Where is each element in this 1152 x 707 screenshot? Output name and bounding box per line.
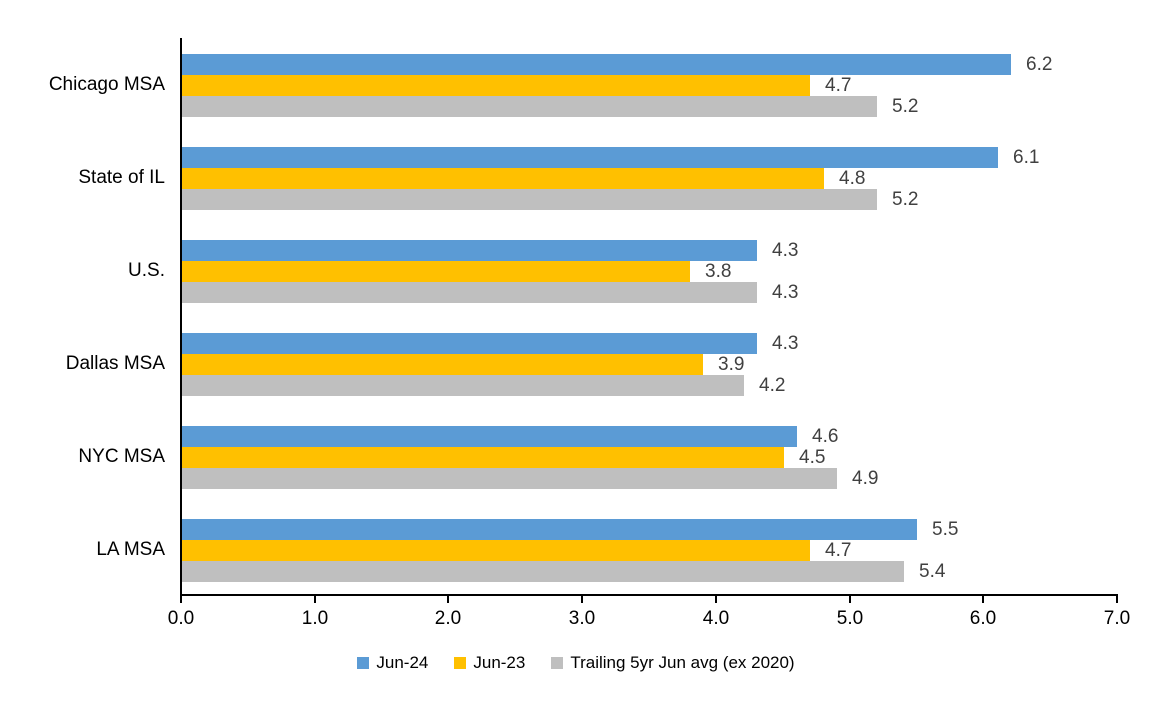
legend: Jun-24 Jun-23 Trailing 5yr Jun avg (ex 202… bbox=[0, 648, 1152, 678]
data-label: 4.5 bbox=[799, 447, 826, 468]
x-tick-label: 3.0 bbox=[568, 608, 596, 629]
bar-row: 4.3 bbox=[182, 240, 1118, 261]
x-tick-mark bbox=[1116, 596, 1118, 603]
plot-area: 6.2 4.7 5.2 6.1 4.8 5.2 4.3 3.8 4.3 4.3 3.9 4.2 4.6 4… bbox=[180, 38, 1118, 596]
bar-row: 6.1 bbox=[182, 147, 1118, 168]
legend-swatch-icon bbox=[551, 657, 564, 669]
bar-row: 4.3 bbox=[182, 333, 1118, 354]
x-tick-label: 1.0 bbox=[301, 608, 329, 629]
data-label: 4.7 bbox=[825, 540, 852, 561]
data-label: 5.2 bbox=[892, 96, 919, 117]
x-tick-label: 5.0 bbox=[836, 608, 864, 629]
bar-row: 3.9 bbox=[182, 354, 1118, 375]
bar-jun-23 bbox=[182, 75, 810, 96]
data-label: 3.8 bbox=[705, 261, 732, 282]
data-label: 6.1 bbox=[1013, 147, 1040, 168]
data-label: 4.2 bbox=[759, 375, 786, 396]
bar-trailing-5yr-jun-avg-ex-2020- bbox=[182, 96, 877, 117]
bar-jun-23 bbox=[182, 261, 690, 282]
x-axis: 0.0 1.0 2.0 3.0 4.0 5.0 6.0 7.0 bbox=[168, 596, 1130, 646]
bar-row: 4.2 bbox=[182, 375, 1118, 396]
data-label: 4.8 bbox=[839, 168, 866, 189]
category-axis: Chicago MSA State of IL U.S. Dallas MSA NYC … bbox=[0, 38, 165, 596]
bar-row: 5.2 bbox=[182, 189, 1118, 210]
x-tick-mark bbox=[581, 596, 583, 603]
legend-label: Jun-24 bbox=[376, 653, 429, 672]
data-label: 4.3 bbox=[772, 240, 799, 261]
bar-group: 5.5 4.7 5.4 bbox=[182, 503, 1118, 596]
bar-row: 4.3 bbox=[182, 282, 1118, 303]
bar-row: 5.5 bbox=[182, 519, 1118, 540]
x-tick-mark bbox=[982, 596, 984, 603]
bar-trailing-5yr-jun-avg-ex-2020- bbox=[182, 189, 877, 210]
data-label: 4.3 bbox=[772, 333, 799, 354]
x-tick-label: 0.0 bbox=[167, 608, 195, 629]
data-label: 3.9 bbox=[718, 354, 745, 375]
bar-row: 4.5 bbox=[182, 447, 1118, 468]
bar-row: 5.2 bbox=[182, 96, 1118, 117]
bar-row: 4.7 bbox=[182, 540, 1118, 561]
bar-jun-23 bbox=[182, 354, 703, 375]
bar-jun-24 bbox=[182, 426, 797, 447]
category-label: Chicago MSA bbox=[48, 73, 165, 95]
bar-trailing-5yr-jun-avg-ex-2020- bbox=[182, 375, 744, 396]
bar-group: 4.6 4.5 4.9 bbox=[182, 410, 1118, 503]
bar-group: 4.3 3.8 4.3 bbox=[182, 224, 1118, 317]
bar-row: 6.2 bbox=[182, 54, 1118, 75]
legend-swatch-icon bbox=[357, 657, 370, 669]
x-tick-label: 7.0 bbox=[1103, 608, 1131, 629]
bar-trailing-5yr-jun-avg-ex-2020- bbox=[182, 282, 757, 303]
data-label: 5.2 bbox=[892, 189, 919, 210]
bar-row: 5.4 bbox=[182, 561, 1118, 582]
bar-row: 4.9 bbox=[182, 468, 1118, 489]
x-tick-label: 4.0 bbox=[702, 608, 730, 629]
category-label: State of IL bbox=[78, 166, 165, 188]
x-tick-label: 6.0 bbox=[969, 608, 997, 629]
bar-jun-23 bbox=[182, 447, 784, 468]
legend-label: Jun-23 bbox=[473, 653, 526, 672]
x-tick-mark bbox=[180, 596, 182, 603]
data-label: 4.9 bbox=[852, 468, 879, 489]
bar-trailing-5yr-jun-avg-ex-2020- bbox=[182, 468, 837, 489]
data-label: 4.7 bbox=[825, 75, 852, 96]
data-label: 4.3 bbox=[772, 282, 799, 303]
legend-item: Trailing 5yr Jun avg (ex 2020) bbox=[551, 653, 795, 673]
bar-row: 4.7 bbox=[182, 75, 1118, 96]
x-tick-label: 2.0 bbox=[434, 608, 462, 629]
category-label: LA MSA bbox=[96, 538, 165, 560]
x-tick-mark bbox=[447, 596, 449, 603]
bar-row: 4.8 bbox=[182, 168, 1118, 189]
bar-group: 6.1 4.8 5.2 bbox=[182, 131, 1118, 224]
bar-jun-24 bbox=[182, 147, 998, 168]
bar-trailing-5yr-jun-avg-ex-2020- bbox=[182, 561, 904, 582]
x-tick-mark bbox=[849, 596, 851, 603]
data-label: 5.4 bbox=[919, 561, 946, 582]
category-label: U.S. bbox=[128, 259, 165, 281]
legend-item: Jun-24 bbox=[357, 653, 428, 673]
data-label: 4.6 bbox=[812, 426, 839, 447]
bar-jun-24 bbox=[182, 240, 757, 261]
bar-jun-24 bbox=[182, 333, 757, 354]
bar-row: 4.6 bbox=[182, 426, 1118, 447]
bar-jun-23 bbox=[182, 540, 810, 561]
x-tick-mark bbox=[314, 596, 316, 603]
bar-row: 3.8 bbox=[182, 261, 1118, 282]
bar-group: 6.2 4.7 5.2 bbox=[182, 38, 1118, 131]
data-label: 5.5 bbox=[932, 519, 959, 540]
bar-jun-23 bbox=[182, 168, 824, 189]
legend-item: Jun-23 bbox=[454, 653, 525, 673]
legend-swatch-icon bbox=[454, 657, 467, 669]
bar-jun-24 bbox=[182, 519, 917, 540]
bar-jun-24 bbox=[182, 54, 1011, 75]
category-label: NYC MSA bbox=[78, 445, 165, 467]
x-tick-mark bbox=[715, 596, 717, 603]
bar-group: 4.3 3.9 4.2 bbox=[182, 317, 1118, 410]
legend-label: Trailing 5yr Jun avg (ex 2020) bbox=[570, 653, 795, 672]
data-label: 6.2 bbox=[1026, 54, 1053, 75]
category-label: Dallas MSA bbox=[65, 352, 165, 374]
